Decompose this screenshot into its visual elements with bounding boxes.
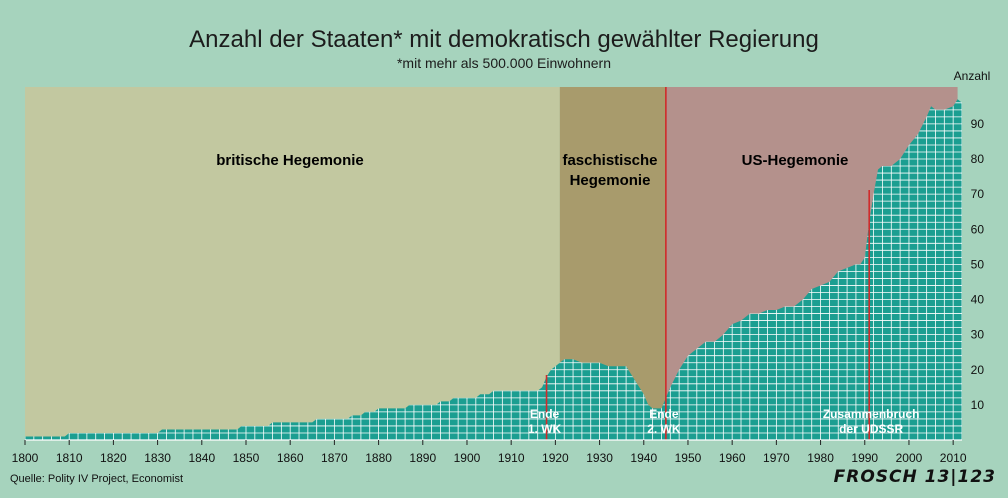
x-tick-label: 1820 <box>100 451 127 465</box>
x-tick-label: 1860 <box>277 451 304 465</box>
era-label-3: US-Hegemonie <box>742 152 849 169</box>
x-tick-label: 1960 <box>719 451 746 465</box>
y-tick-label: 30 <box>971 328 985 342</box>
x-tick-label: 1970 <box>763 451 790 465</box>
x-tick-label: 1870 <box>321 451 348 465</box>
x-tick-label: 1980 <box>807 451 834 465</box>
y-tick-label: 20 <box>971 363 985 377</box>
era-band-1 <box>25 87 560 440</box>
x-tick-label: 1930 <box>586 451 613 465</box>
event-markers <box>545 87 870 440</box>
x-tick-label: 1800 <box>12 451 39 465</box>
x-tick-label: 1900 <box>454 451 481 465</box>
event-labels: Ende 1. WK Ende 2. WK Zusammenbruch der UDSSR <box>528 407 920 436</box>
x-tick-label: 2010 <box>940 451 967 465</box>
x-tick-label: 1880 <box>365 451 392 465</box>
x-tick-label: 1830 <box>144 451 171 465</box>
era-label-1: britische Hegemonie <box>216 152 364 169</box>
event-label-2: Ende 2. WK <box>647 407 681 436</box>
y-tick-label: 80 <box>971 152 985 166</box>
y-tick-label: 70 <box>971 187 985 201</box>
x-tick-label: 1920 <box>542 451 569 465</box>
x-tick-label: 1940 <box>630 451 657 465</box>
chart-subtitle: *mit mehr als 500.000 Einwohnern <box>396 55 611 71</box>
data-area <box>25 99 962 441</box>
event-label-3: Zusammenbruch der UDSSR <box>823 407 920 436</box>
event-label-1: Ende 1. WK <box>528 407 562 436</box>
era-labels: britische Hegemonie faschistische Hegemoni… <box>216 152 848 189</box>
x-tick-label: 1910 <box>498 451 525 465</box>
artist-signature: FROSCH 13|123 <box>833 467 996 487</box>
x-tick-label: 1850 <box>233 451 260 465</box>
y-tick-label: 60 <box>971 222 985 236</box>
y-tick-label: 40 <box>971 293 985 307</box>
y-tick-label: 90 <box>971 117 985 131</box>
y-axis: 10 20 30 40 50 60 70 80 90 <box>971 117 985 412</box>
area-series <box>25 99 962 441</box>
x-tick-label: 1990 <box>851 451 878 465</box>
x-tick-label: 1890 <box>409 451 436 465</box>
x-tick-label: 2000 <box>896 451 923 465</box>
y-axis-label: Anzahl <box>954 69 991 83</box>
x-axis: 1800 1810 1820 1830 1840 1850 1860 1870 1880 1890… <box>12 440 967 465</box>
x-tick-label: 1810 <box>56 451 83 465</box>
x-tick-label: 1950 <box>675 451 702 465</box>
y-tick-label: 10 <box>971 398 985 412</box>
era-label-2: faschistische Hegemonie <box>562 152 657 189</box>
source-note: Quelle: Polity IV Project, Economist <box>10 473 184 485</box>
y-tick-label: 50 <box>971 257 985 271</box>
chart-title: Anzahl der Staaten* mit demokratisch gew… <box>189 26 819 53</box>
x-tick-label: 1840 <box>188 451 215 465</box>
